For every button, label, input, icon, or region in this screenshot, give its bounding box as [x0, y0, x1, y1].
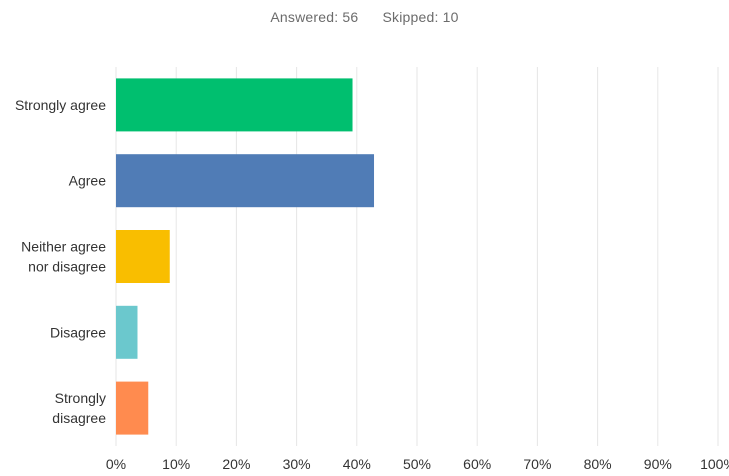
x-tick-label-50pct: 50% — [403, 456, 431, 472]
x-tick-label-100pct: 100% — [700, 456, 729, 472]
x-tick-label-80pct: 80% — [584, 456, 612, 472]
category-labels: Strongly agree Agree Neither agree nor disa… — [15, 97, 106, 426]
skipped-count: Skipped: 10 — [382, 9, 459, 25]
x-tick-label-40pct: 40% — [343, 456, 371, 472]
x-tick-label-30pct: 30% — [283, 456, 311, 472]
response-summary: Answered: 56 Skipped: 10 — [0, 9, 729, 25]
category-label-agree: Agree — [69, 173, 107, 189]
x-tick-label-0pct: 0% — [106, 456, 126, 472]
bars — [116, 78, 375, 435]
x-tick-label-70pct: 70% — [523, 456, 551, 472]
category-label-neither-agree-nor-disagree: Neither agree nor disagree — [21, 239, 106, 275]
category-label-strongly-agree: Strongly agree — [15, 97, 106, 113]
bar-agree — [116, 154, 375, 208]
bar-strongly-disagree — [116, 381, 149, 435]
category-label-disagree: Disagree — [50, 324, 106, 340]
answered-count: Answered: 56 — [270, 9, 359, 25]
bar-strongly-agree — [116, 78, 353, 132]
x-tick-label-90pct: 90% — [644, 456, 672, 472]
bar-neither-agree-nor-disagree — [116, 230, 170, 283]
x-tick-label-10pct: 10% — [162, 456, 190, 472]
x-tick-label-60pct: 60% — [463, 456, 491, 472]
x-tick-label-20pct: 20% — [222, 456, 250, 472]
bar-disagree — [116, 305, 138, 359]
category-label-strongly-disagree: Strongly disagree — [52, 390, 106, 426]
x-axis-ticks: 0% 10% 20% 30% 40% 50% 60% 70% 80% 90% 100% — [106, 456, 729, 472]
